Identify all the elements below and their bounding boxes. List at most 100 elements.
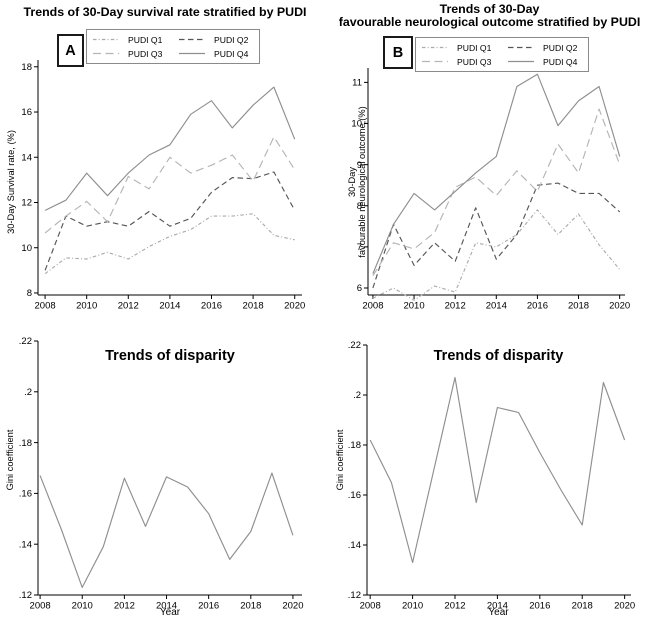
- x-tick-label: 2020: [282, 601, 303, 612]
- panel-neuro-chart: Trends of 30-Day favourable neurological…: [330, 0, 649, 335]
- panel-disparity-survival: Trends of disparity Gini coefficient Yea…: [0, 335, 330, 628]
- x-tick-label: 2010: [402, 601, 423, 612]
- series-line-gini-coefficient: [369, 376, 626, 564]
- x-tick-label: 2014: [486, 301, 507, 312]
- legend-label: PUDI Q1: [128, 34, 163, 45]
- y-tick-label: .2: [24, 387, 32, 398]
- series-line-pudi-q4: [44, 86, 296, 211]
- legend-line-swatch-q3: [422, 60, 448, 63]
- y-tick-label: 16: [21, 107, 32, 118]
- x-tick-label: 2008: [362, 301, 383, 312]
- legend-line-swatch-q4: [508, 60, 534, 63]
- panel-survival-chart: Trends of 30-Day survival rate stratifie…: [0, 0, 330, 335]
- y-tick-label: 8: [27, 288, 32, 299]
- y-tick-label: 12: [21, 198, 32, 209]
- legend-line-swatch-q4: [179, 52, 205, 55]
- series-line-pudi-q1: [372, 209, 621, 301]
- legend-item-pudi-q3: PUDI Q3: [92, 47, 168, 60]
- panel-disparity-neuro: Trends of disparity Gini coefficient Yea…: [330, 335, 649, 628]
- x-tick-label: 2010: [403, 301, 424, 312]
- y-tick-label: 9: [357, 160, 362, 171]
- x-tick-label: 2016: [527, 301, 548, 312]
- x-tick-label: 2008: [30, 601, 51, 612]
- legend-item-pudi-q2: PUDI Q2: [178, 33, 254, 46]
- x-tick-label: 2018: [568, 301, 589, 312]
- legend-line-swatch-q2: [508, 46, 534, 49]
- legend-label: PUDI Q2: [214, 34, 249, 45]
- y-tick-label: .22: [19, 336, 32, 347]
- legend-line-swatch-q3: [93, 52, 119, 55]
- neuro-plot-svg: 6 7 8 9 10 11 2008 2010 2012 2014 2016 2018 2020: [351, 68, 630, 312]
- chart-title-neuro-line1: Trends of 30-Day: [439, 2, 540, 16]
- x-tick-label: 2016: [201, 301, 222, 312]
- y-tick-label: 6: [357, 283, 362, 294]
- x-tick-label: 2014: [487, 601, 508, 612]
- legend-survival: PUDI Q1 PUDI Q2 PUDI Q3 PUDI Q4: [86, 29, 260, 64]
- x-tick-label: 2016: [529, 601, 550, 612]
- x-axis-label-year-left: Year: [159, 607, 181, 618]
- panel-label-a: A: [57, 34, 84, 67]
- x-tick-label: 2016: [198, 601, 219, 612]
- series-line-pudi-q2: [44, 171, 296, 271]
- legend-item-pudi-q3: PUDI Q3: [421, 55, 497, 68]
- legend-label: PUDI Q4: [543, 56, 578, 67]
- y-tick-label: .16: [19, 489, 32, 500]
- y-tick-label: .12: [348, 590, 361, 601]
- x-tick-label: 2012: [444, 601, 465, 612]
- x-tick-label: 2010: [76, 301, 97, 312]
- x-tick-label: 2020: [614, 601, 635, 612]
- y-tick-label: 10: [21, 243, 32, 254]
- x-axis-label-year-right: Year: [488, 607, 509, 618]
- survival-plot-svg: 8 10 12 14 16 18 2008 2010 2012 2014 2016 2018 2020: [21, 60, 305, 312]
- x-tick-label: 2012: [114, 601, 135, 612]
- chart-title-disparity-right: Trends of disparity: [433, 348, 564, 364]
- chart-title-survival: Trends of 30-Day survival rate stratifie…: [23, 5, 307, 19]
- y-tick-label: 8: [357, 201, 362, 212]
- x-tick-label: 2014: [156, 601, 177, 612]
- x-tick-label: 2012: [445, 301, 466, 312]
- disparity-right-plot-svg: .12 .14 .16 .18 .2 .22 2008 2010 2012 2014 2016 201…: [348, 340, 635, 612]
- panel-label-b: B: [383, 36, 413, 69]
- legend-label: PUDI Q2: [543, 42, 578, 53]
- y-tick-label: 14: [21, 152, 32, 163]
- legend-label: PUDI Q3: [457, 56, 492, 67]
- chart-title-neuro-line2: favourable neurological outcome stratifi…: [338, 15, 641, 29]
- legend-line-swatch-q2: [179, 38, 205, 41]
- y-tick-label: 11: [352, 78, 362, 89]
- x-tick-label: 2010: [72, 601, 93, 612]
- legend-item-pudi-q4: PUDI Q4: [178, 47, 254, 60]
- legend-label: PUDI Q3: [128, 48, 163, 59]
- x-tick-label: 2020: [609, 301, 630, 312]
- chart-title-neuro: Trends of 30-Day favourable neurological…: [334, 3, 645, 29]
- y-tick-label: .14: [348, 540, 361, 551]
- y-tick-label: .12: [19, 590, 32, 601]
- y-tick-label: 10: [351, 119, 362, 130]
- legend-neuro: PUDI Q1 PUDI Q2 PUDI Q3 PUDI Q4: [415, 37, 589, 72]
- series-line-gini-coefficient: [39, 472, 294, 588]
- series-line-pudi-q3: [44, 136, 296, 234]
- disparity-left-plot-svg: .12 .14 .16 .18 .2 .22 2008 2010 2012 2014 2016 201…: [19, 336, 304, 612]
- x-tick-label: 2018: [243, 301, 264, 312]
- y-tick-label: .16: [348, 490, 361, 501]
- legend-label: PUDI Q4: [214, 48, 249, 59]
- x-tick-label: 2018: [240, 601, 261, 612]
- series-line-pudi-q3: [372, 108, 621, 277]
- x-tick-label: 2014: [159, 301, 180, 312]
- x-tick-label: 2008: [360, 601, 381, 612]
- x-tick-label: 2012: [118, 301, 139, 312]
- x-tick-label: 2018: [572, 601, 593, 612]
- series-line-pudi-q1: [44, 213, 295, 275]
- y-tick-label: .14: [19, 539, 32, 550]
- series-line-pudi-q2: [372, 182, 621, 289]
- y-tick-label: .22: [348, 340, 361, 351]
- legend-item-pudi-q1: PUDI Q1: [421, 41, 497, 54]
- y-tick-label: .2: [353, 390, 361, 401]
- x-tick-label: 2008: [35, 301, 56, 312]
- legend-item-pudi-q2: PUDI Q2: [507, 41, 583, 54]
- y-tick-label: .18: [19, 438, 32, 449]
- y-tick-label: .18: [348, 440, 361, 451]
- y-tick-label: 18: [21, 62, 32, 73]
- legend-item-pudi-q4: PUDI Q4: [507, 55, 583, 68]
- x-tick-label: 2020: [284, 301, 305, 312]
